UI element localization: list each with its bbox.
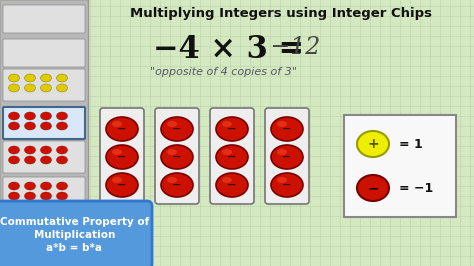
Text: −12: −12 <box>263 35 320 59</box>
Ellipse shape <box>56 84 67 92</box>
Text: = 1: = 1 <box>399 138 423 151</box>
Ellipse shape <box>56 74 67 82</box>
Ellipse shape <box>112 121 122 127</box>
Text: "opposite of 4 copies of 3": "opposite of 4 copies of 3" <box>150 67 297 77</box>
Ellipse shape <box>106 145 138 169</box>
Text: +: + <box>367 137 379 151</box>
Ellipse shape <box>9 182 19 190</box>
Ellipse shape <box>167 121 177 127</box>
Ellipse shape <box>25 84 36 92</box>
Ellipse shape <box>222 121 232 127</box>
Ellipse shape <box>25 182 36 190</box>
Ellipse shape <box>40 182 52 190</box>
Ellipse shape <box>25 122 36 130</box>
Ellipse shape <box>112 177 122 183</box>
Ellipse shape <box>112 149 122 155</box>
Ellipse shape <box>40 192 52 200</box>
Ellipse shape <box>25 112 36 120</box>
Ellipse shape <box>25 146 36 154</box>
Text: −: − <box>117 152 127 162</box>
Ellipse shape <box>25 156 36 164</box>
FancyBboxPatch shape <box>3 213 85 245</box>
FancyBboxPatch shape <box>155 108 199 204</box>
FancyBboxPatch shape <box>3 107 85 139</box>
Ellipse shape <box>9 122 19 130</box>
Ellipse shape <box>167 177 177 183</box>
Ellipse shape <box>277 177 287 183</box>
FancyBboxPatch shape <box>344 115 456 217</box>
Text: −: − <box>228 180 237 190</box>
Ellipse shape <box>106 117 138 141</box>
Ellipse shape <box>25 192 36 200</box>
Ellipse shape <box>9 146 19 154</box>
Ellipse shape <box>222 149 232 155</box>
Ellipse shape <box>357 175 389 201</box>
Ellipse shape <box>9 112 19 120</box>
Text: −4 × 3 =: −4 × 3 = <box>153 35 304 65</box>
FancyBboxPatch shape <box>3 5 85 33</box>
Ellipse shape <box>56 122 67 130</box>
Text: −: − <box>228 124 237 134</box>
FancyBboxPatch shape <box>210 108 254 204</box>
Text: Multiplying Integers using Integer Chips: Multiplying Integers using Integer Chips <box>130 7 432 20</box>
Text: −: − <box>283 180 292 190</box>
Ellipse shape <box>271 117 303 141</box>
Text: Commutative Property of
Multiplication
a*b = b*a: Commutative Property of Multiplication a… <box>0 217 149 253</box>
Ellipse shape <box>56 112 67 120</box>
Ellipse shape <box>216 145 248 169</box>
Ellipse shape <box>106 173 138 197</box>
Ellipse shape <box>9 74 19 82</box>
Text: = −1: = −1 <box>399 181 433 194</box>
Ellipse shape <box>56 182 67 190</box>
Ellipse shape <box>271 173 303 197</box>
Text: −: − <box>283 124 292 134</box>
Text: −: − <box>367 181 379 195</box>
Ellipse shape <box>25 74 36 82</box>
Ellipse shape <box>40 112 52 120</box>
Ellipse shape <box>161 145 193 169</box>
Ellipse shape <box>277 149 287 155</box>
Ellipse shape <box>56 156 67 164</box>
Ellipse shape <box>357 131 389 157</box>
Ellipse shape <box>216 117 248 141</box>
FancyBboxPatch shape <box>100 108 144 204</box>
FancyBboxPatch shape <box>3 69 85 101</box>
Ellipse shape <box>277 121 287 127</box>
Ellipse shape <box>40 146 52 154</box>
FancyBboxPatch shape <box>265 108 309 204</box>
Text: −: − <box>228 152 237 162</box>
Text: −: − <box>173 124 182 134</box>
FancyBboxPatch shape <box>3 39 85 67</box>
Bar <box>0 0 88 266</box>
FancyBboxPatch shape <box>0 201 152 266</box>
Text: −: − <box>173 152 182 162</box>
Ellipse shape <box>161 173 193 197</box>
Ellipse shape <box>9 192 19 200</box>
Ellipse shape <box>161 117 193 141</box>
Ellipse shape <box>9 84 19 92</box>
Text: −: − <box>117 124 127 134</box>
Ellipse shape <box>167 149 177 155</box>
FancyBboxPatch shape <box>3 177 85 209</box>
Ellipse shape <box>9 156 19 164</box>
Ellipse shape <box>40 84 52 92</box>
Text: −: − <box>173 180 182 190</box>
Ellipse shape <box>56 146 67 154</box>
Ellipse shape <box>56 192 67 200</box>
Ellipse shape <box>271 145 303 169</box>
Ellipse shape <box>40 156 52 164</box>
FancyBboxPatch shape <box>3 141 85 173</box>
Ellipse shape <box>40 74 52 82</box>
Ellipse shape <box>216 173 248 197</box>
Ellipse shape <box>40 122 52 130</box>
Ellipse shape <box>222 177 232 183</box>
Text: −: − <box>117 180 127 190</box>
Text: −: − <box>283 152 292 162</box>
